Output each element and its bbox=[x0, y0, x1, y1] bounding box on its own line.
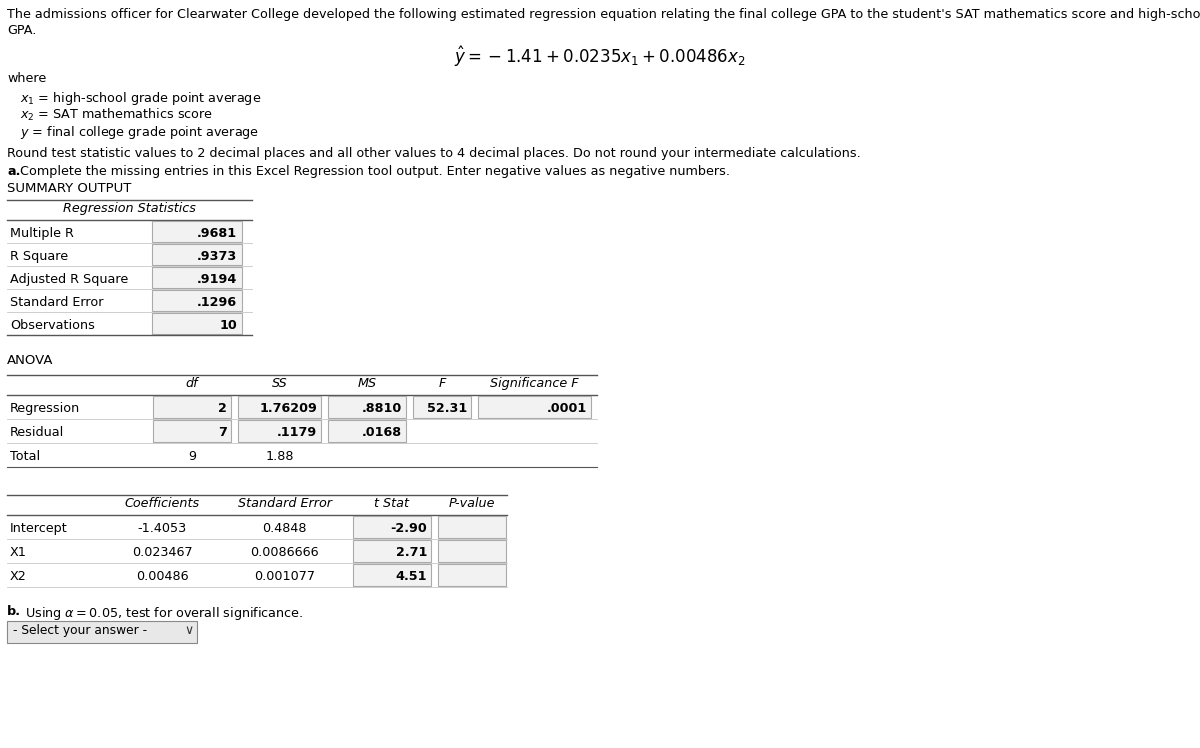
Text: 7: 7 bbox=[218, 426, 227, 439]
Bar bbox=[438, 540, 506, 562]
Bar bbox=[353, 516, 431, 538]
Text: Intercept: Intercept bbox=[10, 522, 67, 535]
Text: GPA.: GPA. bbox=[7, 24, 36, 37]
Text: $x_2$ = SAT mathemathics score: $x_2$ = SAT mathemathics score bbox=[20, 107, 214, 123]
Text: ∨: ∨ bbox=[185, 624, 193, 637]
Text: 1.88: 1.88 bbox=[265, 450, 294, 463]
Text: 52.31: 52.31 bbox=[427, 402, 467, 415]
Text: 2.71: 2.71 bbox=[396, 546, 427, 559]
Text: SS: SS bbox=[271, 377, 287, 390]
Text: The admissions officer for Clearwater College developed the following estimated : The admissions officer for Clearwater Co… bbox=[7, 8, 1200, 21]
Text: X1: X1 bbox=[10, 546, 26, 559]
Bar bbox=[152, 244, 242, 265]
Text: 0.4848: 0.4848 bbox=[263, 522, 307, 535]
Text: Regression: Regression bbox=[10, 402, 80, 415]
Text: b.: b. bbox=[7, 605, 22, 618]
Bar bbox=[152, 221, 242, 242]
Text: Significance F: Significance F bbox=[490, 377, 578, 390]
Bar bbox=[438, 516, 506, 538]
Text: Total: Total bbox=[10, 450, 40, 463]
Text: Using $\alpha = 0.05$, test for overall significance.: Using $\alpha = 0.05$, test for overall … bbox=[22, 605, 304, 622]
Text: R Square: R Square bbox=[10, 250, 68, 263]
Bar bbox=[438, 564, 506, 586]
Text: .1179: .1179 bbox=[277, 426, 317, 439]
Text: a.: a. bbox=[7, 165, 20, 178]
Text: Observations: Observations bbox=[10, 319, 95, 331]
Text: .0001: .0001 bbox=[547, 402, 587, 415]
Text: .9194: .9194 bbox=[197, 272, 238, 286]
Text: where: where bbox=[7, 72, 47, 85]
Text: $y$ = final college grade point average: $y$ = final college grade point average bbox=[20, 124, 259, 141]
Bar bbox=[152, 290, 242, 311]
Text: -2.90: -2.90 bbox=[390, 522, 427, 535]
Bar bbox=[328, 420, 406, 442]
Text: t Stat: t Stat bbox=[374, 497, 409, 510]
Text: Adjusted R Square: Adjusted R Square bbox=[10, 272, 128, 286]
Text: - Select your answer -: - Select your answer - bbox=[13, 624, 148, 637]
Text: 1.76209: 1.76209 bbox=[259, 402, 317, 415]
Text: 4.51: 4.51 bbox=[396, 570, 427, 583]
Text: 0.023467: 0.023467 bbox=[132, 546, 192, 559]
Text: X2: X2 bbox=[10, 570, 26, 583]
Bar bbox=[152, 313, 242, 334]
Text: 10: 10 bbox=[220, 319, 238, 331]
Bar bbox=[154, 396, 230, 418]
Text: Regression Statistics: Regression Statistics bbox=[64, 202, 196, 215]
Text: .0168: .0168 bbox=[362, 426, 402, 439]
Text: P-value: P-value bbox=[449, 497, 496, 510]
Text: Coefficients: Coefficients bbox=[125, 497, 199, 510]
Text: 0.00486: 0.00486 bbox=[136, 570, 188, 583]
Text: .9373: .9373 bbox=[197, 250, 238, 263]
Bar bbox=[478, 396, 592, 418]
Text: $\hat{y} = -1.41 + 0.0235x_1 + 0.00486x_2$: $\hat{y} = -1.41 + 0.0235x_1 + 0.00486x_… bbox=[454, 44, 746, 69]
Bar bbox=[238, 420, 322, 442]
Text: Standard Error: Standard Error bbox=[10, 295, 103, 308]
Text: .8810: .8810 bbox=[361, 402, 402, 415]
Text: 9: 9 bbox=[188, 450, 196, 463]
Text: Residual: Residual bbox=[10, 426, 65, 439]
Text: -1.4053: -1.4053 bbox=[137, 522, 187, 535]
Text: MS: MS bbox=[358, 377, 377, 390]
Text: SUMMARY OUTPUT: SUMMARY OUTPUT bbox=[7, 182, 131, 195]
Text: df: df bbox=[186, 377, 198, 390]
Bar bbox=[353, 564, 431, 586]
Text: 2: 2 bbox=[218, 402, 227, 415]
Text: Complete the missing entries in this Excel Regression tool output. Enter negativ: Complete the missing entries in this Exc… bbox=[20, 165, 730, 178]
Bar bbox=[413, 396, 470, 418]
Text: Multiple R: Multiple R bbox=[10, 227, 74, 239]
Bar bbox=[238, 396, 322, 418]
Bar bbox=[152, 267, 242, 288]
Bar bbox=[7, 621, 197, 643]
Bar bbox=[154, 420, 230, 442]
Text: .9681: .9681 bbox=[197, 227, 238, 239]
Text: $x_1$ = high-school grade point average: $x_1$ = high-school grade point average bbox=[20, 90, 262, 107]
Text: Standard Error: Standard Error bbox=[238, 497, 331, 510]
Text: ANOVA: ANOVA bbox=[7, 354, 54, 367]
Bar bbox=[353, 540, 431, 562]
Text: .1296: .1296 bbox=[197, 295, 238, 308]
Text: Round test statistic values to 2 decimal places and all other values to 4 decima: Round test statistic values to 2 decimal… bbox=[7, 147, 860, 160]
Text: 0.0086666: 0.0086666 bbox=[250, 546, 319, 559]
Text: 0.001077: 0.001077 bbox=[254, 570, 314, 583]
Text: F: F bbox=[438, 377, 445, 390]
Bar bbox=[328, 396, 406, 418]
